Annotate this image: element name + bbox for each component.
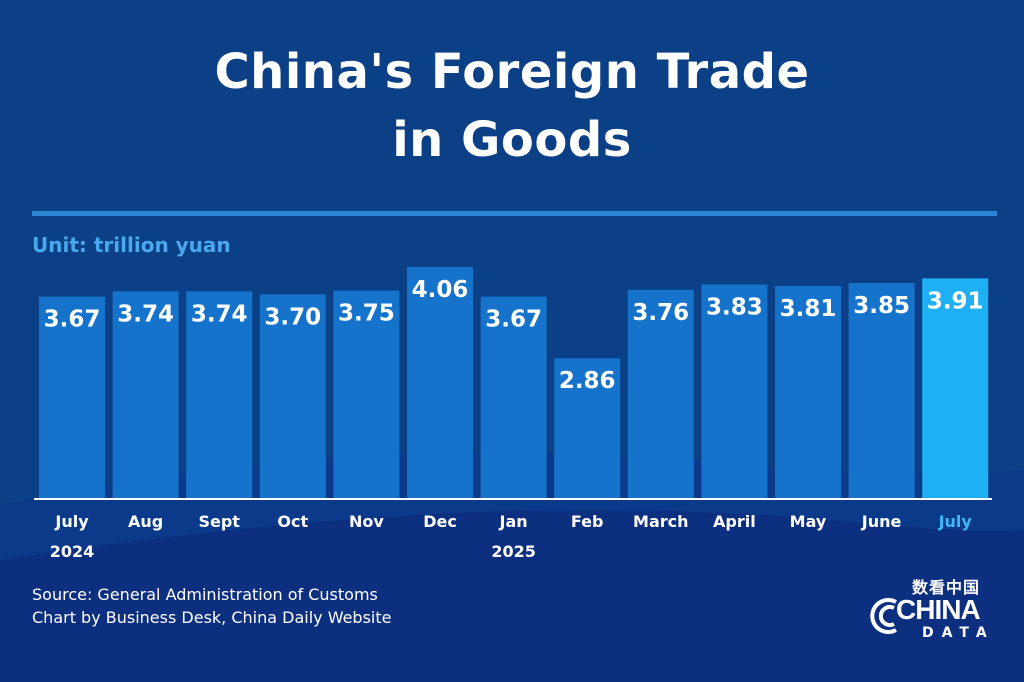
title-line-1: China's Foreign Trade xyxy=(214,44,810,100)
bar xyxy=(112,291,179,498)
x-tick-year-label: 2025 xyxy=(491,542,536,561)
bar xyxy=(554,358,621,498)
credit-line: Chart by Business Desk, China Daily Webs… xyxy=(32,608,392,627)
signal-arcs-icon xyxy=(870,598,897,634)
bar-value-label: 4.06 xyxy=(412,277,469,303)
bar-value-label: 3.67 xyxy=(485,307,542,333)
x-tick-label: Nov xyxy=(349,512,384,531)
bar-value-label: 3.81 xyxy=(780,296,837,322)
bar xyxy=(480,296,547,498)
bar xyxy=(407,267,473,498)
x-tick-label: Feb xyxy=(571,512,604,531)
bar-value-label: 3.70 xyxy=(264,304,321,330)
bar-value-label: 3.75 xyxy=(338,301,395,327)
bar-value-label: 3.76 xyxy=(632,300,689,326)
bar xyxy=(333,290,400,498)
bar xyxy=(39,296,105,498)
bar-value-label: 3.74 xyxy=(117,301,174,327)
bar-value-label: 3.85 xyxy=(853,293,910,319)
x-tick-label: May xyxy=(790,512,827,531)
title-line-2: in Goods xyxy=(392,112,632,168)
bar xyxy=(627,289,694,498)
x-tick-label: June xyxy=(861,512,902,531)
x-tick-label: March xyxy=(633,512,688,531)
bar xyxy=(848,282,915,498)
bar xyxy=(186,291,253,498)
bar-value-label: 3.67 xyxy=(44,307,101,333)
chart-title: China's Foreign Trade in Goods xyxy=(0,38,1024,174)
bar-value-label: 3.74 xyxy=(191,301,248,327)
logo-cn-text: 数看中国 xyxy=(912,578,981,597)
china-data-logo: 数看中国 CHINA DATA xyxy=(866,574,1006,646)
bar-value-label: 2.86 xyxy=(559,368,616,394)
x-tick-label: Jan xyxy=(499,512,528,531)
source-note: Source: General Administration of Custom… xyxy=(32,583,391,629)
bar-value-label: 3.91 xyxy=(927,288,984,314)
bar xyxy=(922,278,989,498)
x-tick-year-label: 2024 xyxy=(50,542,95,561)
unit-label: Unit: trillion yuan xyxy=(32,233,231,257)
x-tick-label: Dec xyxy=(423,512,457,531)
x-tick-label: April xyxy=(713,512,756,531)
title-divider xyxy=(32,211,997,216)
x-tick-label: July xyxy=(54,512,89,531)
logo-sub-text: DATA xyxy=(922,625,995,641)
logo-main-text: CHINA xyxy=(896,594,981,625)
bar xyxy=(775,286,841,498)
x-tick-label: Oct xyxy=(277,512,308,531)
bar xyxy=(701,284,768,498)
x-tick-label: Aug xyxy=(128,512,163,531)
x-tick-label: Sept xyxy=(198,512,240,531)
bar xyxy=(259,294,326,498)
x-tick-label: July xyxy=(938,512,973,531)
source-line: Source: General Administration of Custom… xyxy=(32,585,378,604)
bar-value-label: 3.83 xyxy=(706,294,763,320)
